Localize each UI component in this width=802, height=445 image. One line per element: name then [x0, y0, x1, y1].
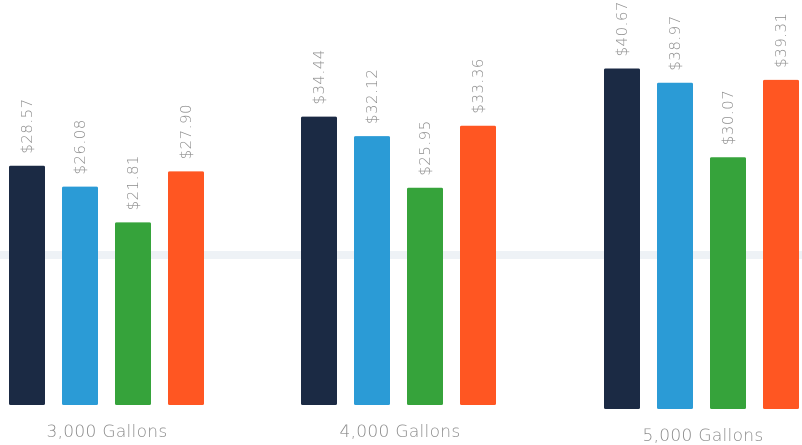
- bar-1-1: [354, 136, 390, 405]
- value-label-0-3: $27.90: [177, 104, 195, 160]
- value-labels-layer: $28.57 $26.08 $21.81 $27.90 $34.44 $32.12 $25.…: [18, 1, 790, 210]
- value-label-2-1: $38.97: [666, 15, 684, 71]
- value-label-0-2: $21.81: [124, 155, 142, 211]
- value-label-1-2: $25.95: [416, 120, 434, 176]
- bar-1-3: [460, 125, 496, 406]
- bars-layer: [9, 68, 799, 410]
- value-label-0-0: $28.57: [18, 98, 36, 154]
- category-label-1: 4,000 Gallons: [339, 422, 460, 442]
- value-label-1-0: $34.44: [310, 49, 328, 105]
- value-label-1-3: $33.36: [469, 58, 487, 114]
- bar-0-1: [62, 186, 98, 405]
- value-label-1-1: $32.12: [363, 69, 381, 125]
- bar-2-2: [710, 157, 746, 409]
- bar-1-2: [407, 187, 443, 405]
- category-label-2: 5,000 Gallons: [642, 426, 763, 445]
- bar-1-0: [301, 116, 337, 406]
- background-haze-band: [0, 251, 802, 259]
- bar-0-0: [9, 165, 45, 405]
- bar-2-1: [657, 82, 693, 409]
- bar-2-0: [604, 68, 640, 410]
- value-label-2-2: $30.07: [719, 90, 737, 146]
- value-label-2-0: $40.67: [613, 1, 631, 57]
- bar-2-3: [763, 79, 799, 410]
- bar-0-2: [115, 222, 151, 405]
- value-label-0-1: $26.08: [71, 119, 89, 175]
- category-labels-layer: 3,000 Gallons 4,000 Gallons 5,000 Gallons: [46, 422, 763, 445]
- bar-0-3: [168, 171, 204, 405]
- category-label-0: 3,000 Gallons: [46, 422, 167, 442]
- value-label-2-3: $39.31: [772, 12, 790, 68]
